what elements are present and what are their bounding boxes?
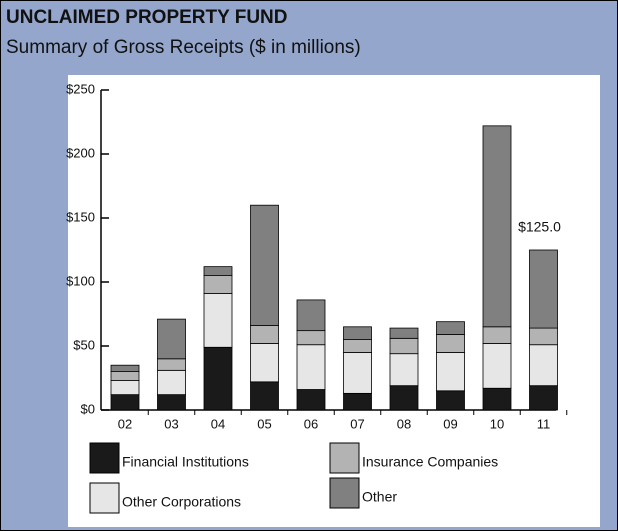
bar-segment [482, 125, 512, 328]
bar-segment [250, 325, 279, 344]
legend-label: Insurance Companies [362, 454, 498, 470]
legend-swatch [89, 442, 120, 474]
bar-segment [296, 344, 326, 390]
bar-segment [436, 334, 465, 353]
bar-segment [203, 266, 233, 277]
bar-segment [482, 343, 512, 389]
bar-segment [529, 344, 558, 387]
bar-segment [110, 394, 140, 411]
legend-swatch [329, 442, 360, 474]
bar-segment [343, 326, 372, 340]
bar-segment [389, 353, 419, 387]
x-tick-label: 07 [350, 416, 364, 431]
y-tick-label: $250 [66, 81, 95, 96]
bar-segment [389, 385, 419, 411]
chart-subtitle: Summary of Gross Receipts ($ in millions… [6, 37, 361, 58]
bar-segment [250, 343, 279, 383]
legend-label: Other [362, 489, 397, 505]
y-tick-label: $0 [81, 401, 95, 416]
bar-segment [250, 204, 279, 326]
x-tick-label: 04 [211, 416, 225, 431]
bar-segment [203, 293, 233, 348]
bar-segment [110, 371, 140, 381]
bar-segment [389, 327, 419, 339]
y-tick-label: $50 [73, 337, 95, 352]
y-tick-label: $150 [66, 209, 95, 224]
x-tick-label: 09 [443, 416, 457, 431]
bar-segment [296, 330, 326, 346]
x-tick-label: 02 [118, 416, 132, 431]
legend-label: Other Corporations [122, 494, 241, 510]
bar-segment [389, 337, 419, 355]
bar-segment [157, 358, 186, 371]
bar-segment [436, 321, 465, 335]
y-tick-label: $100 [66, 273, 95, 288]
bar-segment [296, 389, 326, 411]
bar-segment [343, 392, 372, 411]
bar-segment [110, 364, 140, 373]
bar-segment [157, 318, 186, 360]
bar-segment [110, 380, 140, 396]
x-tick-label: 08 [397, 416, 411, 431]
legend-swatch [89, 482, 120, 514]
x-tick-label: 10 [490, 416, 504, 431]
x-tick-label: 11 [537, 416, 551, 431]
bar-segment [482, 326, 512, 344]
bar-segment [482, 387, 512, 411]
x-tick-label: 03 [164, 416, 178, 431]
bar-segment [296, 299, 326, 332]
x-tick-label: 05 [257, 416, 271, 431]
bar-segment [203, 346, 233, 411]
bar-segment [529, 385, 558, 411]
x-tick-label: 06 [304, 416, 318, 431]
bar-segment [157, 369, 186, 396]
bar-segment [343, 339, 372, 353]
chart-title: UNCLAIMED PROPERTY FUND [6, 7, 288, 28]
bar-segment [529, 327, 558, 346]
bar-segment [157, 394, 186, 411]
bar-segment [203, 275, 233, 294]
legend-swatch [329, 477, 360, 509]
y-tick-label: $200 [66, 145, 95, 160]
annotation: $125.0 [518, 219, 561, 235]
bar-segment [436, 390, 465, 411]
bar-segment [436, 351, 465, 392]
legend-label: Financial Institutions [122, 454, 249, 470]
bar-segment [529, 249, 558, 329]
bar-segment [343, 351, 372, 394]
bar-segment [250, 381, 279, 411]
